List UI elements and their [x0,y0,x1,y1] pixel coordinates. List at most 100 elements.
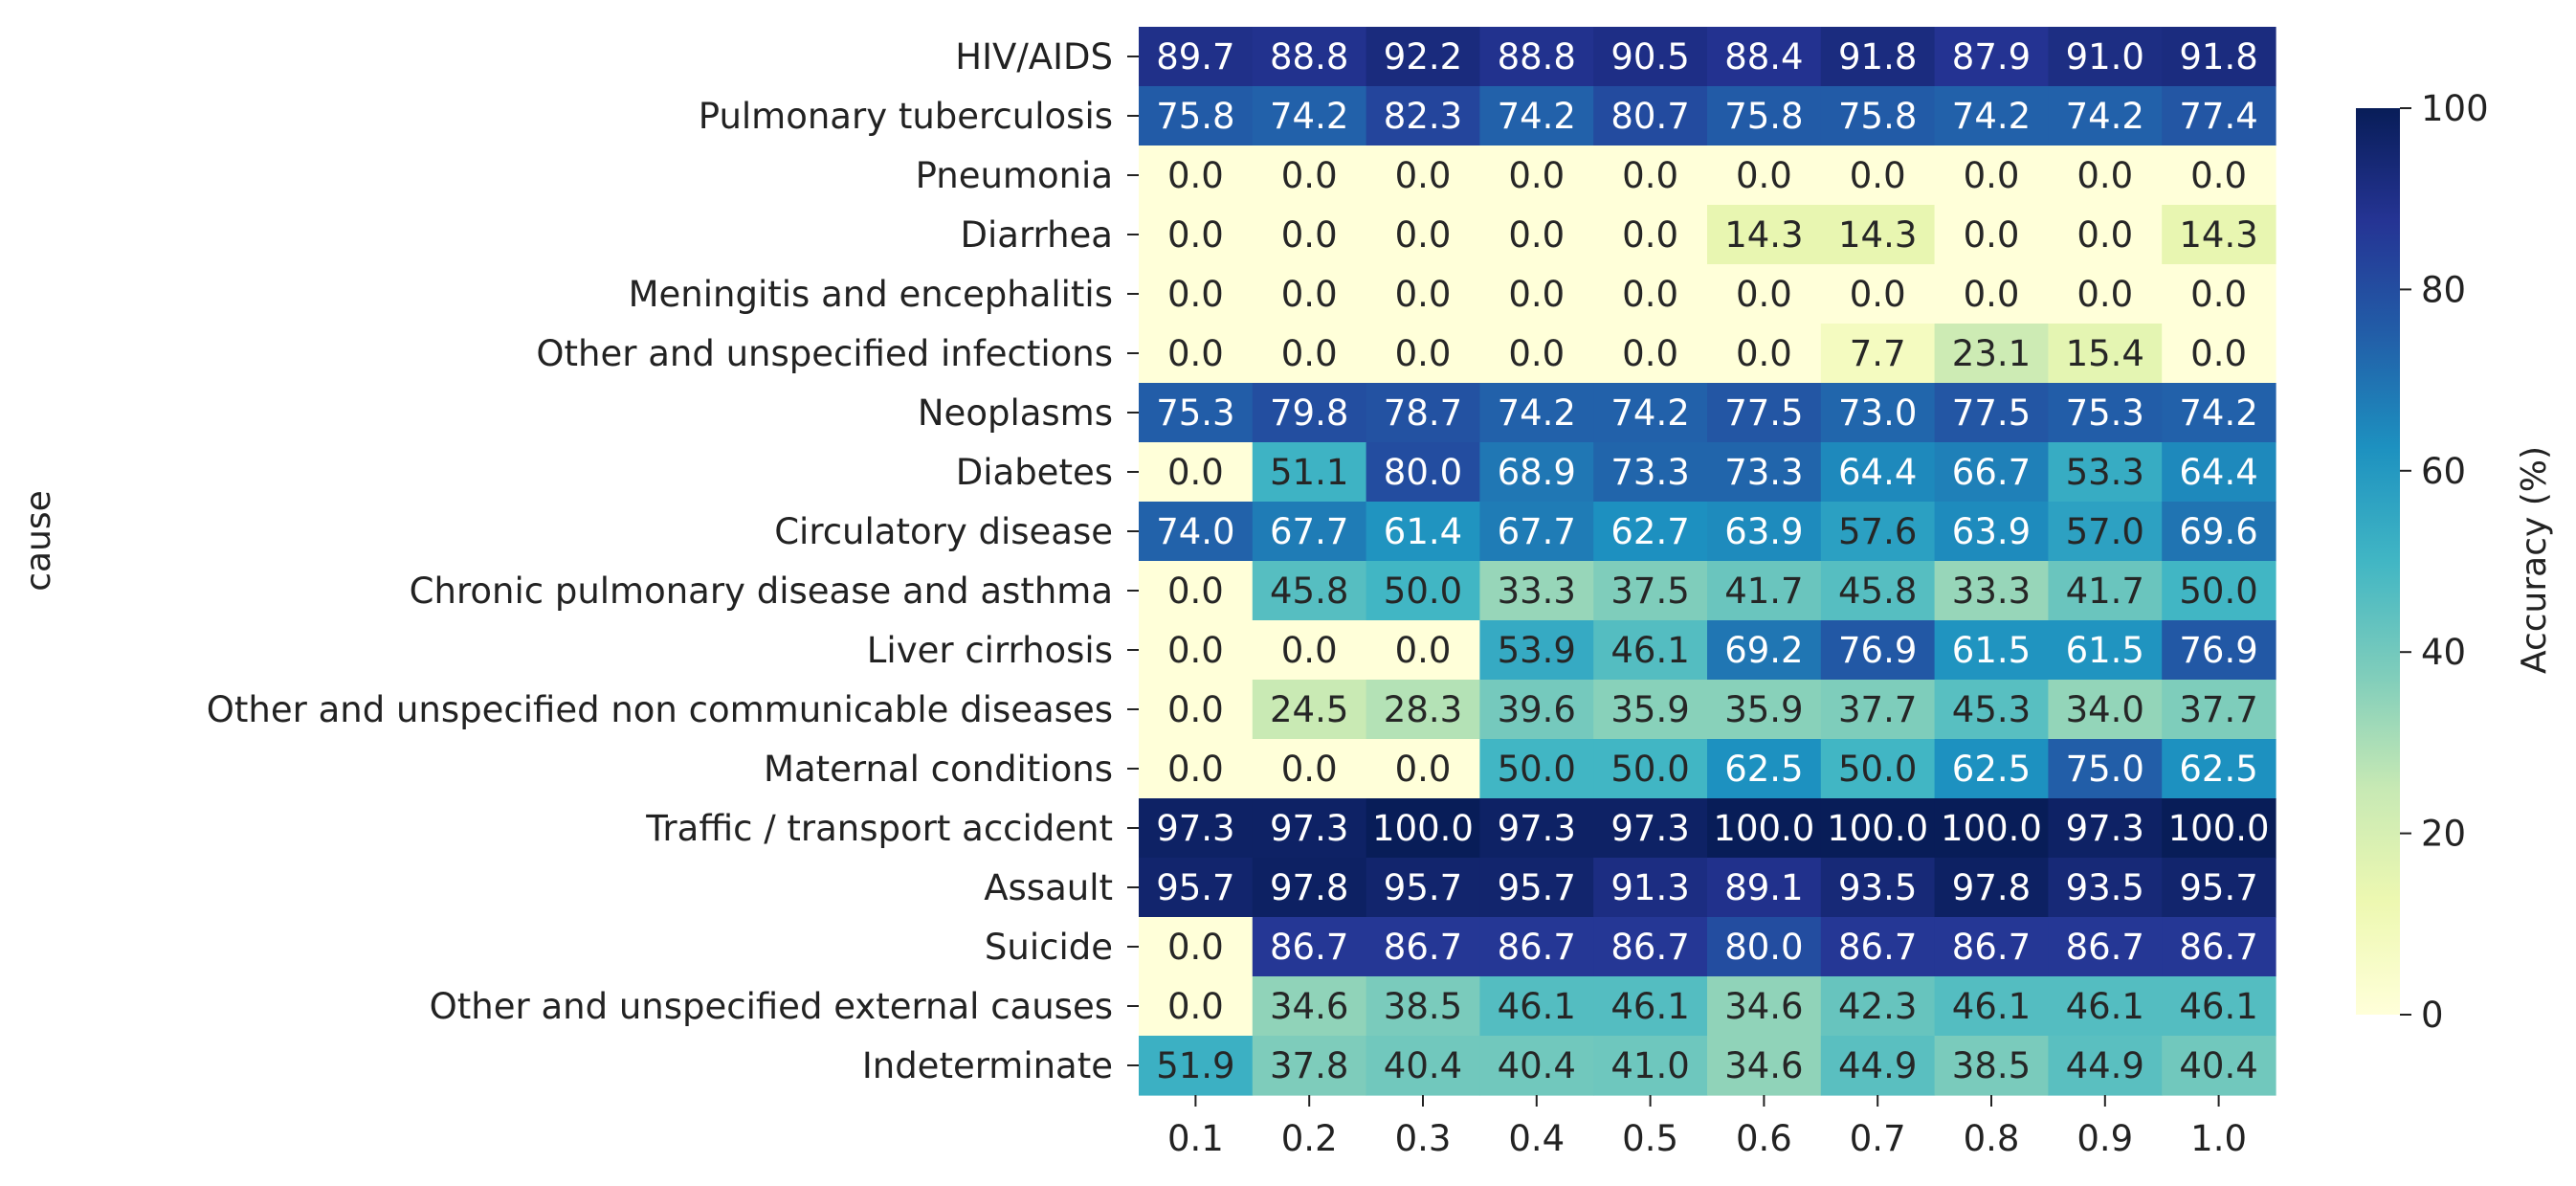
heatmap-cell [2162,739,2276,799]
heatmap-cell [1479,502,1594,562]
cell-value-label: 0.0 [1508,155,1565,196]
cell-value-label: 86.7 [1952,927,2031,968]
cell-value-label: 0.0 [1964,274,2020,315]
cell-value-label: 0.0 [1167,452,1224,493]
cell-value-label: 44.9 [1838,1045,1917,1086]
cell-value-label: 53.9 [1498,630,1576,671]
cell-value-label: 0.0 [1622,333,1678,374]
heatmap-cell [1139,858,1254,918]
x-tick-label: 0.3 [1395,1118,1452,1159]
heatmap-cell [2162,502,2276,562]
cell-value-label: 0.0 [1281,749,1338,790]
cell-value-label: 62.5 [2179,749,2257,790]
cell-value-label: 0.0 [1167,274,1224,315]
cell-value-label: 46.1 [1498,986,1576,1027]
heatmap-cell [1707,324,1822,384]
heatmap-cell [1934,561,2049,621]
cell-value-label: 95.7 [1384,867,1462,908]
cell-value-label: 14.3 [2179,214,2257,256]
heatmap-cell [1366,976,1480,1037]
heatmap-cell [1366,205,1480,265]
heatmap-cell [2048,502,2163,562]
heatmap-cell [1820,739,1936,799]
heatmap-cell [1139,620,1254,681]
cell-value-label: 0.0 [1281,155,1338,196]
cell-value-label: 0.0 [2076,214,2133,256]
heatmap-cell [1934,858,2049,918]
cell-value-label: 0.0 [2076,274,2133,315]
y-tick-label: Other and unspecified external causes [430,986,1113,1027]
heatmap-cell [1593,917,1708,977]
cell-value-label: 0.0 [1622,214,1678,256]
heatmap-cell [2162,383,2276,443]
heatmap-cell [1139,798,1254,859]
cell-value-label: 74.2 [2179,392,2257,434]
cell-value-label: 87.9 [1952,36,2031,78]
heatmap-cell [1252,858,1367,918]
cell-value-label: 37.8 [1270,1045,1348,1086]
heatmap-cell [1934,86,2049,146]
heatmap-cell [1479,86,1594,146]
heatmap-cell [2048,976,2163,1037]
y-tick-label: HIV/AIDS [955,36,1113,78]
colorbar-tick-label: 20 [2421,814,2466,855]
cell-value-label: 100.0 [1372,808,1474,849]
heatmap-cell [1479,324,1594,384]
cell-value-label: 66.7 [1952,452,2031,493]
heatmap-cell [1139,145,1254,206]
cell-value-label: 92.2 [1384,36,1462,78]
heatmap-cell [1707,561,1822,621]
cell-value-label: 14.3 [1724,214,1803,256]
heatmap-cell [1593,383,1708,443]
heatmap-cell [1479,620,1594,681]
heatmap-cell [1479,976,1594,1037]
cell-value-label: 0.0 [1167,214,1224,256]
cell-value-label: 95.7 [1156,867,1234,908]
heatmap-cell [2162,620,2276,681]
heatmap-cell [1366,502,1480,562]
y-tick-label: Indeterminate [862,1045,1113,1086]
heatmap-cell [1707,858,1822,918]
cell-value-label: 34.0 [2066,689,2144,730]
cell-value-label: 100.0 [1713,808,1814,849]
cell-value-label: 0.0 [1281,333,1338,374]
cell-value-label: 53.3 [2066,452,2144,493]
cell-value-label: 46.1 [2179,986,2257,1027]
heatmap-cell [1934,205,2049,265]
x-tick-label: 0.6 [1736,1118,1792,1159]
cell-value-label: 74.2 [2066,96,2144,137]
heatmap-cell [1366,27,1480,87]
heatmap-cell [1707,502,1822,562]
cell-value-label: 33.3 [1952,571,2031,612]
heatmap-cell [1820,917,1936,977]
heatmap-cell [1139,976,1254,1037]
cell-value-label: 0.0 [1281,630,1338,671]
heatmap-cell [1479,1036,1594,1096]
cell-value-label: 0.0 [1395,274,1452,315]
cell-value-label: 23.1 [1952,333,2031,374]
cell-value-label: 97.3 [1270,808,1348,849]
heatmap-cell [2048,383,2163,443]
cell-value-label: 80.0 [1384,452,1462,493]
heatmap-cell [1366,1036,1480,1096]
cell-value-label: 37.5 [1610,571,1689,612]
y-axis: HIV/AIDS Pulmonary tuberculosis Pneumonia D… [207,36,1139,1086]
cell-value-label: 28.3 [1384,689,1462,730]
heatmap-cell [1593,27,1708,87]
cell-value-label: 0.0 [2190,155,2247,196]
heatmap-cell [1139,739,1254,799]
cell-value-label: 91.0 [2066,36,2144,78]
heatmap-cell [1252,680,1367,740]
cell-value-label: 0.0 [1508,274,1565,315]
cell-value-label: 0.0 [1167,749,1224,790]
cell-value-label: 57.0 [2066,511,2144,552]
heatmap-cell [1934,145,2049,206]
heatmap-cell [1139,502,1254,562]
heatmap-cell [1252,205,1367,265]
heatmap-cell [2162,858,2276,918]
cell-value-label: 0.0 [1167,927,1224,968]
cell-value-label: 75.8 [1156,96,1234,137]
heatmap-cell [1252,502,1367,562]
cell-value-label: 88.8 [1498,36,1576,78]
cell-value-label: 37.7 [1838,689,1917,730]
